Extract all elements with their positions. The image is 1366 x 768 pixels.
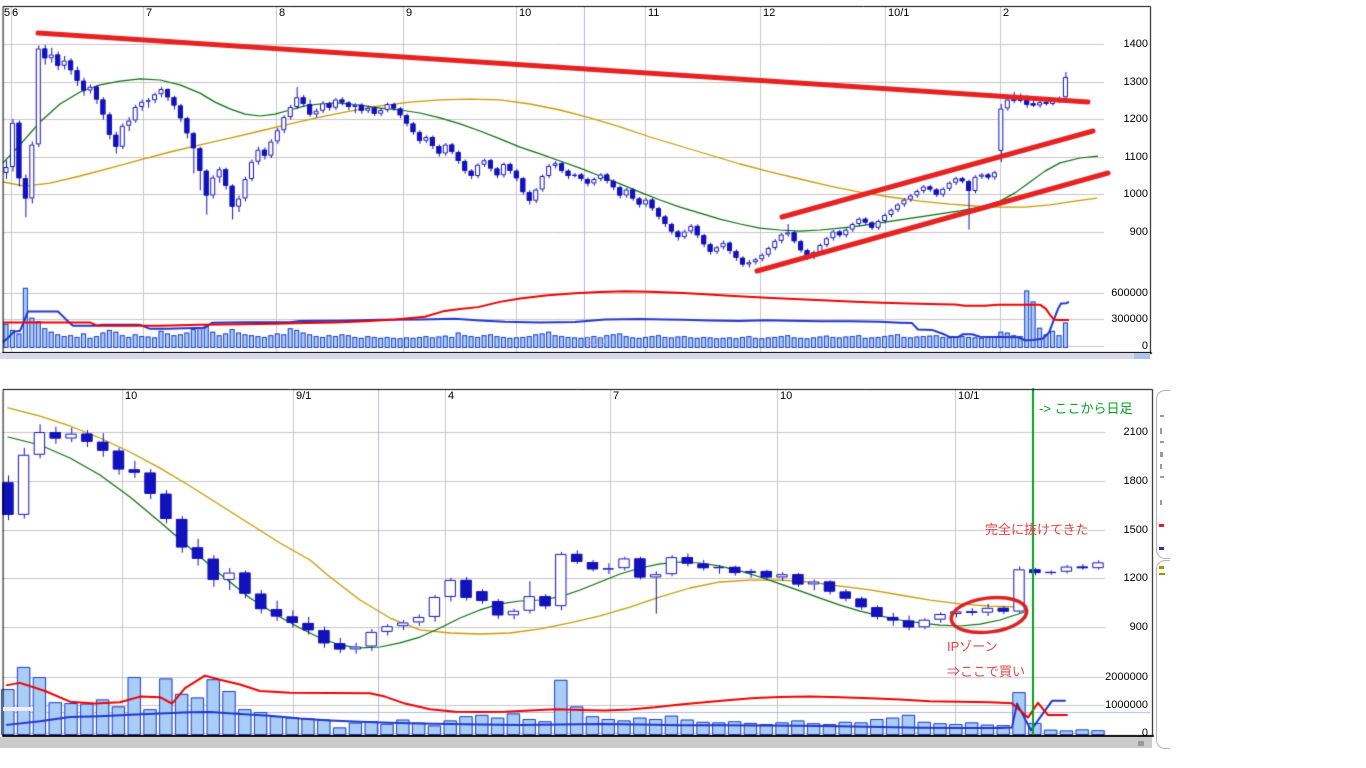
month-label: 8	[279, 7, 286, 19]
month-label: 10	[780, 390, 793, 402]
volume-axis-label: 2000000	[1105, 671, 1148, 683]
cropped-panel-glyph-fragment	[1160, 476, 1164, 478]
price-axis-label: 900	[1129, 621, 1148, 633]
cropped-panel-glyph-fragment	[1160, 415, 1164, 417]
month-label: 10/1	[888, 7, 910, 19]
month-label: 12	[763, 7, 776, 19]
cropped-panel-glyph-fragment	[1160, 452, 1163, 457]
price-axis-label: 1100	[1124, 151, 1148, 163]
price-axis-label: 2100	[1123, 426, 1148, 438]
watermark-text: 500	[585, 336, 607, 348]
price-axis-label: 1500	[1123, 524, 1148, 536]
daily-chart-horizontal-scrollbar[interactable]	[0, 353, 1150, 711]
volume-axis-label: 600000	[1111, 287, 1148, 299]
cropped-panel-glyph-fragment	[1160, 464, 1162, 469]
month-label: 2	[1003, 7, 1010, 19]
price-axis-label: 900	[1129, 226, 1148, 238]
cropped-panel-glyph-fragment	[1160, 500, 1162, 505]
month-label: 10	[125, 390, 138, 402]
price-axis-label: 1800	[1123, 475, 1148, 487]
cropped-panel-glyph-fragment	[1160, 428, 1162, 434]
weekly-chart-horizontal-scrollbar[interactable]	[0, 737, 1152, 748]
month-label: 5	[4, 7, 11, 19]
price-axis-label: 1000	[1123, 188, 1148, 200]
cropped-panel-glyph-fragment	[1159, 547, 1164, 550]
month-label: 11	[648, 7, 660, 19]
cropped-panel-glyph-fragment	[1159, 573, 1165, 575]
month-label: 4	[448, 390, 455, 402]
month-label: 6	[12, 7, 19, 19]
month-label: 10/1	[958, 390, 980, 402]
price-axis-label: 1200	[1123, 572, 1148, 584]
cropped-panel-glyph-fragment	[1160, 441, 1164, 443]
volume-axis-label: 0	[1141, 727, 1148, 739]
daily-scrollbar-thumb[interactable]	[3, 707, 33, 711]
price-axis-label: 1400	[1123, 38, 1148, 50]
month-label: 10	[519, 7, 532, 19]
cropped-panel-glyph-fragment	[1159, 524, 1164, 527]
annotation-buy-here: ⇒ここで買い	[947, 664, 1026, 679]
price-axis-label: 1300	[1123, 76, 1148, 88]
weekly-scrollbar-mark[interactable]	[1138, 741, 1144, 746]
month-label: 9	[406, 7, 413, 19]
annotation-ip-zone: IPゾーン	[947, 639, 998, 654]
cropped-panel-edge	[1156, 390, 1170, 559]
price-axis-label: 1200	[1123, 113, 1148, 125]
annotation-daily-from-here: -> ここから日足	[1039, 401, 1133, 416]
cropped-panel-glyph-fragment	[1159, 566, 1164, 569]
volume-axis-label: 0	[1141, 340, 1148, 352]
volume-axis-label: 300000	[1111, 313, 1148, 325]
volume-axis-label: 1000000	[1105, 699, 1148, 711]
daily-scrollbar-button[interactable]	[1134, 353, 1150, 359]
annotation-breakout: 完全に抜けてきた	[985, 522, 1089, 537]
cropped-panel-edge	[1156, 560, 1170, 749]
month-label: 7	[146, 7, 153, 19]
month-label: 9/1	[296, 390, 312, 402]
month-label: 7	[613, 390, 620, 402]
